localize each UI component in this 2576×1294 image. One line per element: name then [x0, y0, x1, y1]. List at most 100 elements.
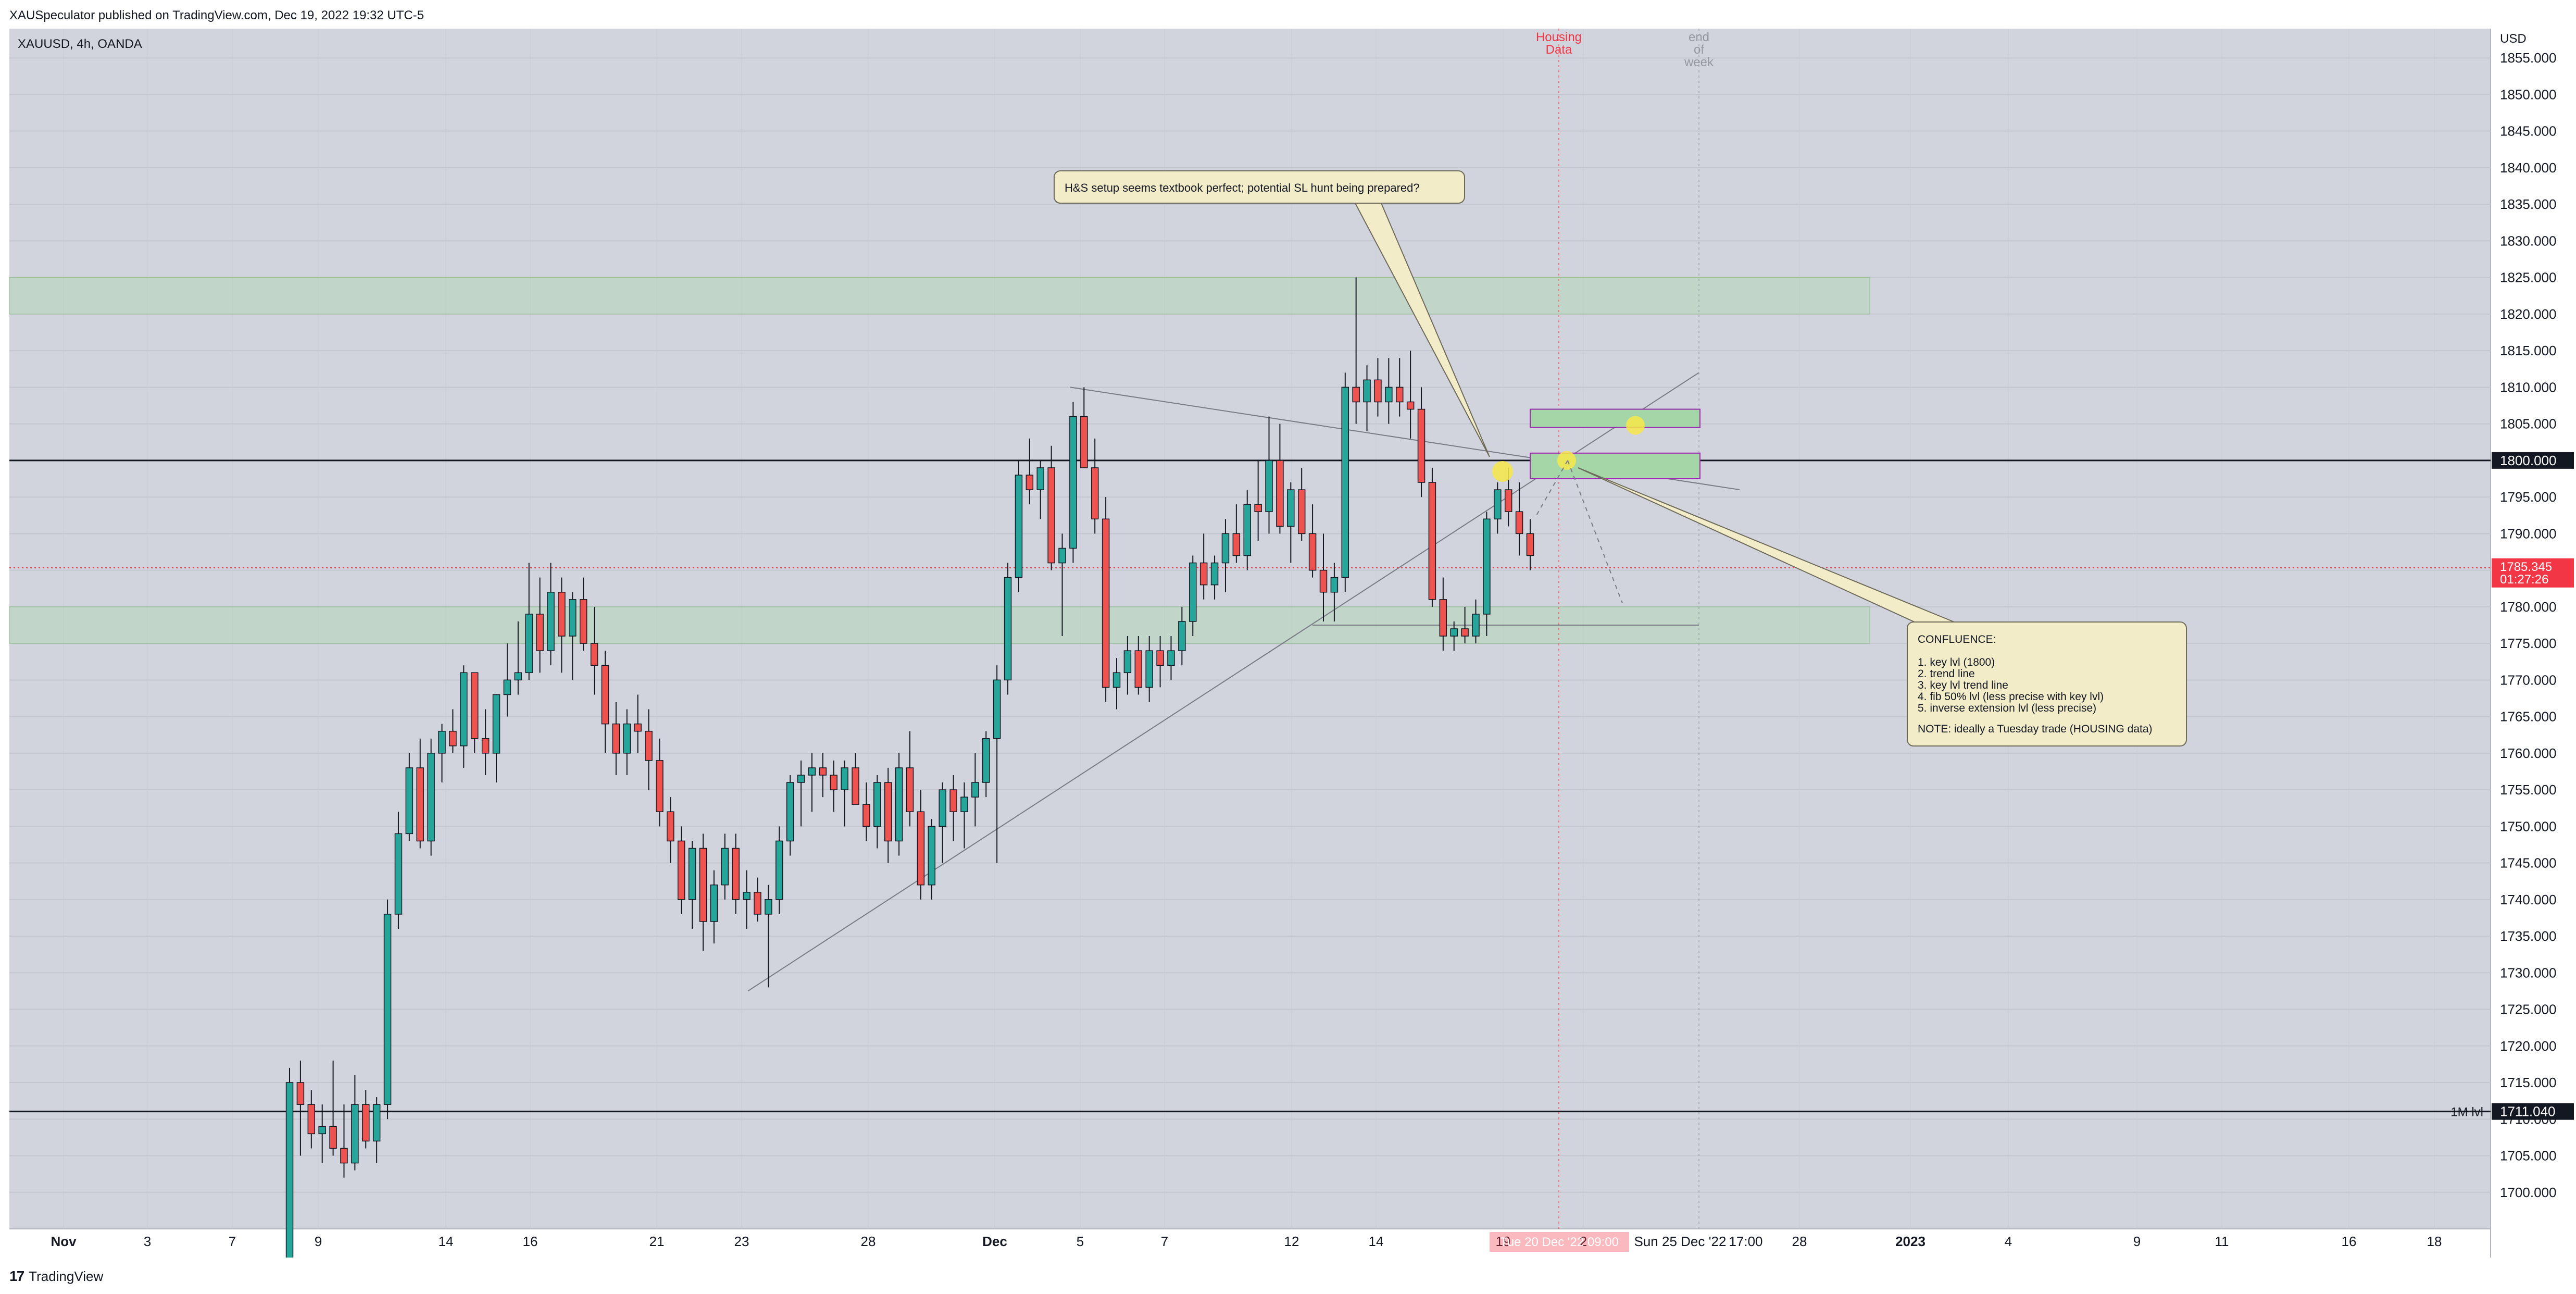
candle-body [862, 804, 870, 827]
tradingview-logo[interactable]: 17 TradingView [9, 1268, 103, 1285]
currency-label: USD [2500, 32, 2527, 46]
candle-body [960, 797, 968, 812]
target-box-upper [1530, 408, 1700, 428]
candle-body [492, 694, 501, 754]
candle-body [1047, 467, 1055, 564]
candle-body [601, 665, 609, 725]
candle-body [1308, 533, 1317, 571]
candle-body [405, 767, 414, 835]
candle-body [536, 614, 544, 651]
candle-body [906, 767, 914, 812]
candle-body [362, 1104, 370, 1142]
candle-body [623, 723, 631, 754]
candle-body [786, 782, 794, 842]
highlight-marker [1626, 416, 1645, 435]
y-tick-label: 1730.000 [2500, 965, 2556, 980]
candle-body [656, 760, 664, 812]
y-tick-label: 1715.000 [2500, 1075, 2556, 1090]
candle-body [971, 782, 979, 798]
highlight-marker [1492, 461, 1513, 482]
candle-body [438, 730, 446, 754]
candle-body [1276, 460, 1284, 527]
candle-body [1026, 475, 1034, 490]
candle-body [1069, 416, 1077, 549]
x-tick-label: 9 [2133, 1234, 2141, 1249]
candle-body [427, 753, 435, 842]
candle-body [884, 782, 892, 842]
x-tick-label: 14 [439, 1234, 454, 1249]
y-tick-label: 1805.000 [2500, 416, 2556, 432]
candle-body [1134, 650, 1143, 688]
candle-body [1374, 379, 1382, 403]
callout-text: 3. key lvl trend line [1918, 679, 2008, 691]
candle-body [558, 592, 566, 637]
candle-body [830, 775, 837, 790]
candle-body [710, 884, 718, 922]
candle-body [699, 848, 707, 922]
candle-body [982, 738, 990, 783]
candle-body [449, 730, 457, 746]
candle-body [1504, 489, 1512, 512]
candle-body [949, 789, 957, 812]
key-level-tag [2492, 1103, 2574, 1120]
candle-body [1243, 504, 1251, 556]
candle-body [1461, 628, 1469, 637]
candle-body [1341, 387, 1349, 578]
key-level-tag [2492, 452, 2574, 469]
callout-text: 4. fib 50% lvl (less precise with key lv… [1918, 691, 2104, 703]
candle-body [394, 833, 403, 915]
x-tick-label: 3 [144, 1234, 151, 1249]
candle-body [579, 599, 587, 644]
candle-body [383, 914, 392, 1105]
candle-body [797, 775, 805, 783]
candle-body [819, 767, 827, 776]
y-tick-label: 1840.000 [2500, 160, 2556, 176]
candle-body [569, 599, 577, 637]
candle-body [1232, 533, 1241, 556]
candle-body [340, 1148, 348, 1164]
y-tick-label: 1850.000 [2500, 86, 2556, 102]
projection-arrow [1536, 460, 1568, 516]
candle-body [1494, 489, 1502, 520]
candle-body [481, 738, 490, 754]
callout-text: 2. trend line [1918, 668, 1975, 680]
x-tick-label: 2 [1580, 1234, 1587, 1249]
candle-body [1287, 489, 1295, 527]
candle-body [612, 723, 620, 754]
candle-body [993, 679, 1001, 739]
y-tick-label: 1775.000 [2500, 636, 2556, 651]
candle-body [841, 767, 848, 790]
last-price-text: 1785.345 [2500, 560, 2552, 574]
candle-body [1091, 467, 1099, 520]
candle-body [928, 826, 936, 886]
x-tick-label: 4 [2005, 1234, 2012, 1249]
vertical-marker-label: end of week [1684, 30, 1714, 69]
candle-body [667, 811, 674, 842]
publish-header: XAUSpeculator published on TradingView.c… [0, 0, 2576, 29]
candle-body [514, 672, 522, 681]
target-box-lower [1530, 452, 1700, 480]
crosshair-time-tag [1490, 1232, 1629, 1252]
candle-body [754, 892, 761, 915]
candle-body [1319, 569, 1328, 593]
candle-body [416, 767, 424, 842]
y-tick-label: 1795.000 [2500, 489, 2556, 505]
y-tick-label: 1720.000 [2500, 1038, 2556, 1054]
candle-body [1330, 577, 1339, 593]
projection-arrow [1567, 460, 1623, 604]
candle-body [1221, 533, 1230, 564]
candle-body [1156, 650, 1164, 666]
price-axis-panel [2491, 29, 2576, 1258]
candle-body [721, 848, 729, 886]
y-tick-label: 1745.000 [2500, 855, 2556, 871]
key-level-tag-text: 1800.000 [2500, 453, 2556, 468]
last-price-tag [2492, 558, 2574, 588]
candle-body [1189, 562, 1197, 622]
candle-body [1167, 650, 1175, 666]
candle-body [1385, 387, 1393, 403]
symbol-label: XAUUSD, 4h, OANDA [18, 37, 142, 51]
vertical-marker-label: Housing Data [1536, 30, 1582, 57]
candle-body [645, 730, 653, 761]
candle-body [460, 672, 468, 746]
